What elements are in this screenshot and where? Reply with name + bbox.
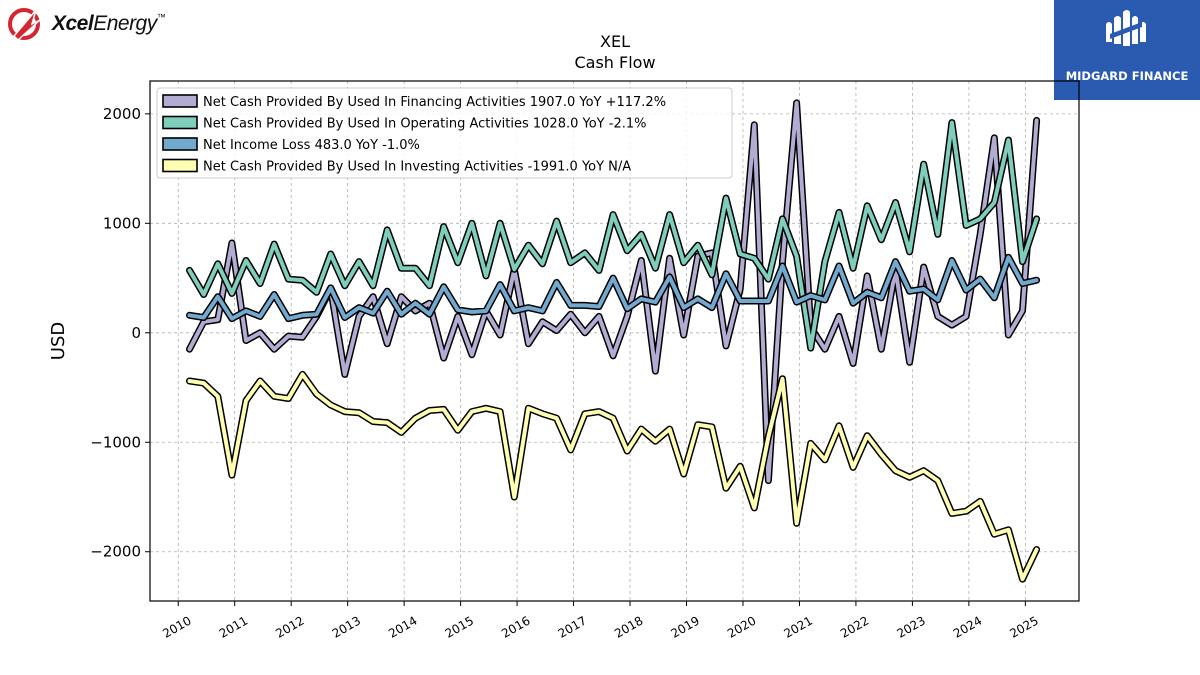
x-tick-label: 2010 bbox=[160, 613, 193, 640]
chart-title: XEL bbox=[600, 32, 630, 51]
x-tick-label: 2023 bbox=[894, 613, 927, 640]
x-tick-label: 2014 bbox=[386, 613, 419, 640]
y-tick-label: 0 bbox=[131, 324, 141, 342]
midgard-finance-logo: MIDGARD FINANCE bbox=[1054, 0, 1200, 100]
x-tick-label: 2017 bbox=[556, 613, 589, 640]
y-tick-label: −2000 bbox=[90, 543, 141, 561]
legend: Net Cash Provided By Used In Financing A… bbox=[156, 87, 733, 179]
x-tick-label: 2022 bbox=[838, 613, 871, 640]
x-tick-label: 2013 bbox=[330, 613, 363, 640]
series-lines bbox=[186, 99, 1041, 583]
xcel-wordmark: XcelEnergy™ bbox=[52, 12, 166, 35]
xcel-energy-logo: XcelEnergy™ bbox=[6, 4, 196, 44]
y-tick-label: 2000 bbox=[103, 105, 141, 123]
legend-label-2: Net Income Loss 483.0 YoY -1.0% bbox=[203, 138, 420, 153]
y-tick-label: −1000 bbox=[90, 433, 141, 451]
midgard-brand-text: MIDGARD FINANCE bbox=[1065, 69, 1189, 83]
legend-label-0: Net Cash Provided By Used In Financing A… bbox=[203, 95, 666, 110]
x-tick-label: 2019 bbox=[669, 613, 702, 640]
legend-swatch-0 bbox=[162, 94, 198, 108]
legend-swatch-1 bbox=[162, 115, 198, 130]
legend-swatch-3 bbox=[162, 158, 198, 173]
xcel-swoosh-icon bbox=[8, 8, 41, 42]
x-tick-label: 2025 bbox=[1007, 613, 1040, 640]
x-tick-label: 2015 bbox=[443, 613, 476, 640]
x-tick-label: 2012 bbox=[273, 613, 306, 640]
chart-subtitle: Cash Flow bbox=[574, 53, 656, 72]
midgard-emblem-icon bbox=[1106, 10, 1146, 46]
x-tick-label: 2016 bbox=[499, 613, 532, 640]
x-tick-label: 2024 bbox=[951, 613, 984, 640]
axes: −2000 −1000 0 1000 2000 2010 2011 2012 2013 2014 2… bbox=[48, 105, 1041, 641]
x-tick-label: 2011 bbox=[217, 613, 250, 640]
y-tick-label: 1000 bbox=[103, 214, 141, 232]
y-axis-label: USD bbox=[48, 322, 69, 360]
legend-label-3: Net Cash Provided By Used In Investing A… bbox=[203, 160, 631, 175]
x-tick-label: 2021 bbox=[781, 613, 814, 640]
legend-box bbox=[156, 87, 733, 179]
x-tick-label: 2020 bbox=[725, 613, 758, 640]
series-line-1 bbox=[187, 120, 1039, 351]
series-line-3 bbox=[187, 372, 1039, 582]
series-line-2 bbox=[187, 255, 1039, 321]
plot-frame bbox=[149, 80, 1080, 602]
x-tick-label: 2018 bbox=[612, 613, 645, 640]
legend-label-1: Net Cash Provided By Used In Operating A… bbox=[203, 117, 646, 132]
legend-swatch-2 bbox=[162, 137, 198, 151]
